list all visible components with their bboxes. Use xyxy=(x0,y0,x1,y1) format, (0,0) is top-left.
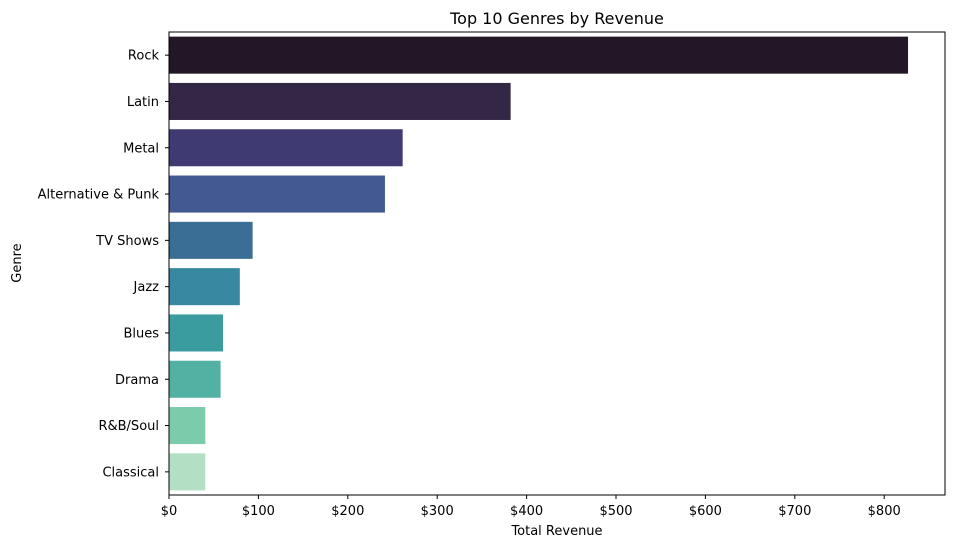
bar-0 xyxy=(169,36,909,74)
y-tick-label: Blues xyxy=(123,326,159,341)
bar-9 xyxy=(169,453,206,491)
y-tick-label: Classical xyxy=(102,465,159,480)
x-tick-label: $0 xyxy=(161,504,178,519)
x-tick-label: $600 xyxy=(689,504,722,519)
bars-group xyxy=(169,36,909,491)
x-tick-label: $400 xyxy=(510,504,543,519)
bar-6 xyxy=(169,314,223,352)
bar-7 xyxy=(169,360,221,398)
y-tick-label: Jazz xyxy=(133,280,160,295)
chart-title: Top 10 Genres by Revenue xyxy=(449,9,664,28)
y-tick-label: R&B/Soul xyxy=(98,419,159,434)
y-tick-label: Drama xyxy=(115,373,159,388)
x-axis-ticks: $0 $100 $200 $300 $400 $500 $600 $700 $800 xyxy=(161,495,901,519)
bar-8 xyxy=(169,407,206,445)
y-axis-ticks: Rock Latin Metal Alternative & Punk TV Shows… xyxy=(38,49,169,480)
y-tick-label: TV Shows xyxy=(95,234,159,249)
y-tick-label: Rock xyxy=(128,49,160,64)
x-axis-label: Total Revenue xyxy=(510,524,602,539)
bar-5 xyxy=(169,268,240,306)
x-tick-label: $500 xyxy=(599,504,632,519)
y-tick-label: Alternative & Punk xyxy=(38,188,160,203)
x-tick-label: $100 xyxy=(242,504,275,519)
x-tick-label: $300 xyxy=(421,504,454,519)
plot-frame xyxy=(168,31,946,496)
x-tick-label: $700 xyxy=(778,504,811,519)
x-tick-label: $200 xyxy=(331,504,364,519)
y-tick-label: Latin xyxy=(127,95,159,110)
bar-3 xyxy=(169,175,385,213)
bar-4 xyxy=(169,221,253,259)
bar-2 xyxy=(169,129,403,167)
y-axis-label: Genre xyxy=(10,243,25,282)
x-tick-label: $800 xyxy=(868,504,901,519)
bar-1 xyxy=(169,82,511,120)
y-tick-label: Metal xyxy=(123,141,159,156)
